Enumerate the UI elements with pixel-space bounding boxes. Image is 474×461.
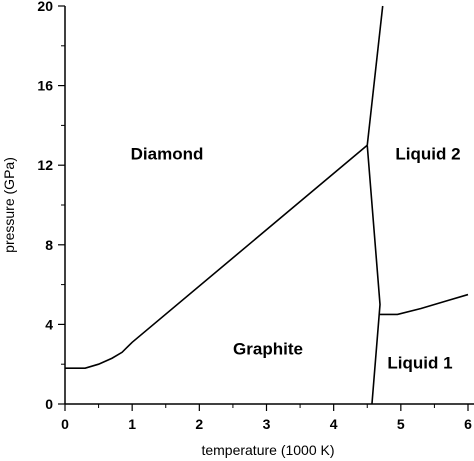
annotation: Liquid 1 — [387, 353, 452, 372]
x-tick-label: 2 — [195, 416, 203, 432]
y-tick-label: 0 — [45, 396, 53, 412]
y-tick-label: 12 — [37, 157, 53, 173]
phase-boundary — [65, 144, 368, 369]
x-tick-label: 1 — [128, 416, 136, 432]
y-tick-label: 8 — [45, 237, 53, 253]
phase-boundary — [366, 5, 384, 146]
x-tick-label: 3 — [263, 416, 271, 432]
y-axis-label: pressure (GPa) — [1, 157, 17, 253]
y-tick-label: 20 — [37, 0, 53, 14]
x-tick-label: 5 — [397, 416, 405, 432]
x-tick-label: 4 — [330, 416, 338, 432]
annotation: Diamond — [131, 144, 204, 163]
phase-boundary — [366, 145, 381, 405]
y-tick-label: 4 — [45, 316, 53, 332]
x-axis-label: temperature (1000 K) — [201, 442, 334, 458]
y-tick-label: 16 — [37, 78, 53, 94]
annotation: Liquid 2 — [395, 144, 460, 163]
annotation: Graphite — [233, 339, 303, 358]
phase-boundary — [380, 293, 469, 316]
x-tick-label: 6 — [464, 416, 472, 432]
x-tick-label: 0 — [61, 416, 69, 432]
